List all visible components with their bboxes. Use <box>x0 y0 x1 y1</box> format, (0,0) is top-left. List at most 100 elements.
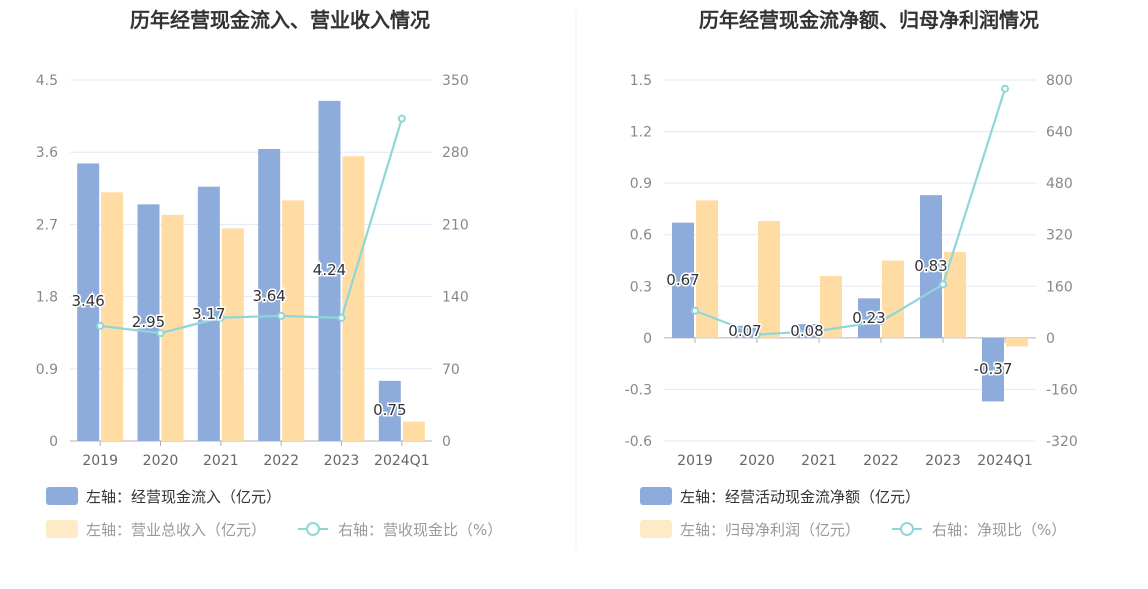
left-axis-tick: 3.6 <box>36 145 58 161</box>
ratio-point <box>216 313 225 322</box>
x-axis-category: 2023 <box>324 453 360 469</box>
legend-entry: 左轴：经营活动现金流净额（亿元） <box>680 488 920 506</box>
data-label: 0.23 <box>852 309 885 327</box>
ratio-line <box>100 118 403 335</box>
right-axis-tick: 0 <box>442 434 451 450</box>
bar-primary <box>318 100 341 441</box>
ratio-point <box>156 329 165 338</box>
legend-swatch-icon <box>46 487 78 505</box>
legend-entry: 左轴：经营现金流入（亿元） <box>86 488 281 506</box>
x-axis-category: 2024Q1 <box>977 453 1033 469</box>
bar-primary <box>137 204 160 441</box>
data-label: 0.67 <box>666 271 699 289</box>
x-axis-category: 2020 <box>739 453 775 469</box>
right-axis-tick: 210 <box>442 217 469 233</box>
left-axis-tick: 1.5 <box>630 73 652 89</box>
right-axis-tick: 70 <box>442 362 460 378</box>
data-label: 0.75 <box>373 401 406 419</box>
ratio-point <box>815 326 823 335</box>
legend-entry: 右轴：营收现金比（%） <box>338 521 502 539</box>
left-axis-tick: -0.3 <box>625 382 652 398</box>
legend-line-icon <box>900 522 914 536</box>
bar-primary <box>982 337 1004 402</box>
bar-secondary <box>1006 337 1028 347</box>
bar-secondary <box>161 214 184 441</box>
left-axis-tick: 1.8 <box>36 290 58 306</box>
x-axis-category: 2022 <box>263 453 299 469</box>
legend-entry: 左轴：营业总收入（亿元） <box>86 521 266 539</box>
x-axis-category: 2020 <box>143 453 179 469</box>
data-label: 0.07 <box>728 322 761 340</box>
x-axis-category: 2023 <box>925 453 961 469</box>
bar-secondary <box>696 200 718 338</box>
left-axis-tick: 2.7 <box>36 217 58 233</box>
left-axis-tick: 0.6 <box>630 228 652 244</box>
data-label: 3.17 <box>192 305 225 323</box>
ratio-point <box>753 330 761 339</box>
right-axis-tick: 280 <box>442 145 469 161</box>
right-axis-tick: 480 <box>1046 176 1073 192</box>
chart-title: 历年经营现金流入、营业收入情况 <box>130 8 430 32</box>
left-axis-tick: -0.6 <box>625 434 652 450</box>
ratio-point <box>691 306 699 315</box>
ratio-point <box>397 114 406 123</box>
data-label: 2.95 <box>132 313 165 331</box>
data-label: 3.64 <box>252 287 285 305</box>
bar-primary <box>197 186 220 441</box>
left-axis-tick: 0.9 <box>36 362 58 378</box>
data-label: 3.46 <box>71 292 104 310</box>
legend-swatch-icon <box>640 487 672 505</box>
bar-secondary <box>402 421 425 441</box>
data-label: 4.24 <box>313 261 346 279</box>
net-cashflow-profit-chart: 历年经营现金流净额、归母净利润情况 -0.6 -0.3 0 0.3 0.6 0.9 1.2 1.… <box>625 8 1078 539</box>
data-label: 0.08 <box>790 322 823 340</box>
x-axis-category: 2019 <box>82 453 118 469</box>
x-axis-category: 2019 <box>677 453 713 469</box>
legend-line-icon <box>306 522 320 536</box>
bar-primary <box>258 148 281 442</box>
bar-secondary <box>282 200 305 441</box>
ratio-point <box>939 280 947 289</box>
right-axis-tick: 320 <box>1046 228 1073 244</box>
ratio-line <box>694 88 1007 336</box>
x-axis-category: 2022 <box>863 453 899 469</box>
ratio-point <box>1001 84 1009 93</box>
bar-secondary <box>342 156 365 441</box>
right-axis-tick: 160 <box>1046 279 1073 295</box>
cash-inflow-revenue-chart: 历年经营现金流入、营业收入情况 0 0.9 1.8 2.7 3.6 4.5 0 70 140 210… <box>36 8 503 539</box>
x-axis-category: 2021 <box>801 453 837 469</box>
right-axis-tick: 350 <box>442 73 469 89</box>
chart-title: 历年经营现金流净额、归母净利润情况 <box>699 8 1039 32</box>
bar-primary <box>920 195 942 338</box>
legend-entry: 右轴：净现比（%） <box>932 521 1066 539</box>
x-axis-category: 2024Q1 <box>374 453 430 469</box>
left-axis-tick: 0.9 <box>630 176 652 192</box>
ratio-point <box>877 317 885 326</box>
bar-primary <box>77 163 100 442</box>
bar-secondary <box>820 275 842 338</box>
bar-primary <box>378 380 401 441</box>
bar-secondary <box>944 251 966 338</box>
bar-primary <box>858 298 880 338</box>
ratio-point <box>337 313 346 322</box>
left-axis-tick: 1.2 <box>630 125 652 141</box>
right-axis-tick: 0 <box>1046 331 1055 347</box>
ratio-point <box>277 311 286 320</box>
right-axis-tick: 800 <box>1046 73 1073 89</box>
left-axis-tick: 0 <box>643 331 652 347</box>
data-label: -0.37 <box>974 360 1013 378</box>
right-axis-tick: -160 <box>1046 382 1078 398</box>
legend-swatch-icon <box>640 520 672 538</box>
right-axis-tick: -320 <box>1046 434 1078 450</box>
left-axis-tick: 0.3 <box>630 279 652 295</box>
ratio-point <box>96 321 105 330</box>
data-label: 0.83 <box>914 257 947 275</box>
right-axis-tick: 140 <box>442 290 469 306</box>
legend-entry: 左轴：归母净利润（亿元） <box>680 521 860 539</box>
left-axis-tick: 4.5 <box>36 73 58 89</box>
bar-secondary <box>758 220 780 338</box>
left-axis-tick: 0 <box>49 434 58 450</box>
bar-secondary <box>221 228 244 441</box>
bar-primary <box>672 222 694 338</box>
